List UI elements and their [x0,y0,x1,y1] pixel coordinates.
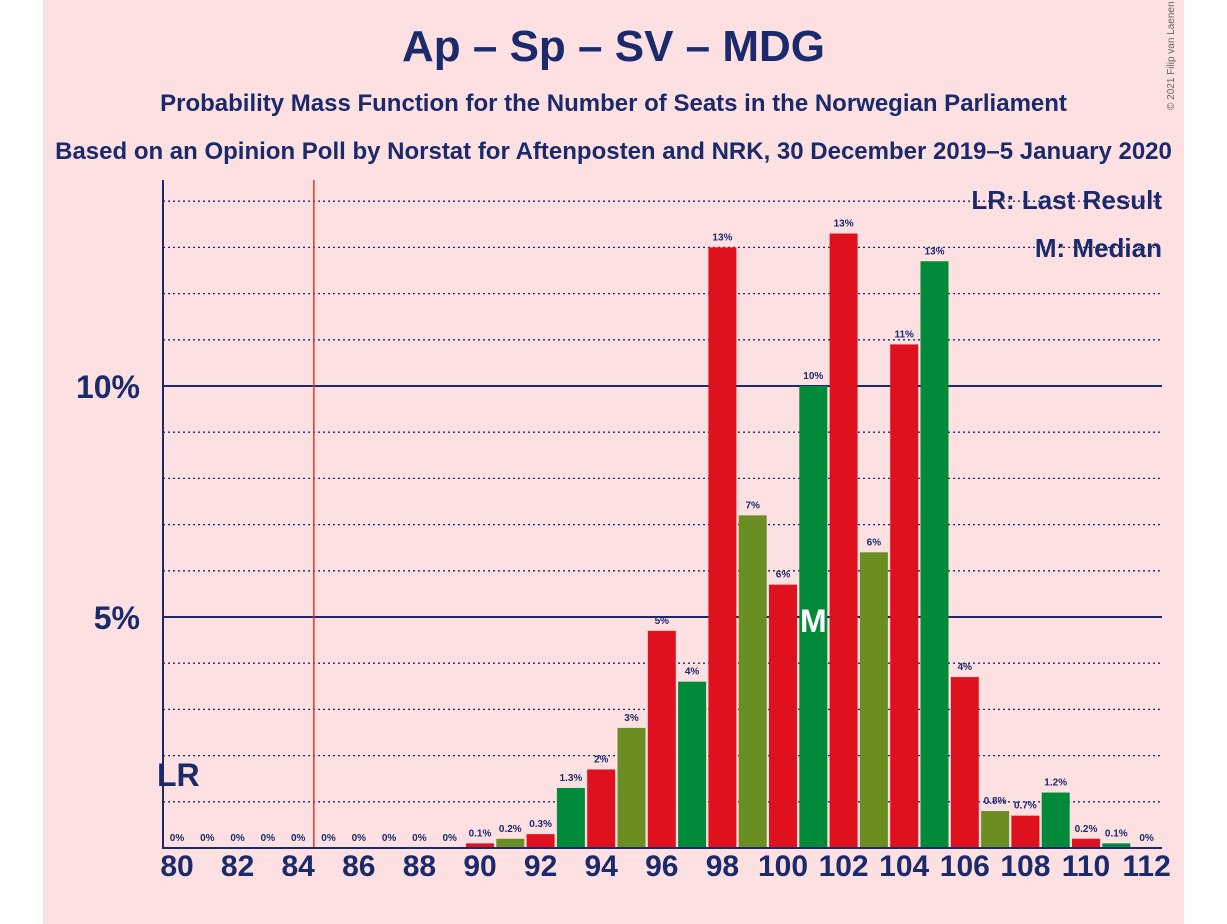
data-label-98: 13% [712,232,732,243]
bar-100 [769,584,797,848]
x-tick-label: 106 [940,850,990,883]
bar-108 [1011,815,1040,848]
median-marker: M [800,603,827,639]
x-tick-label: 80 [160,850,193,883]
data-label-83: 0% [261,833,276,844]
bar-92 [526,834,555,848]
bar-96 [647,630,676,848]
data-label-108: 0.7% [1014,801,1037,812]
x-tick-label: 90 [463,850,496,883]
data-label-82: 0% [230,833,245,844]
bar-90 [466,843,494,848]
bar-109 [1041,792,1070,848]
data-label-85: 0% [321,833,336,844]
x-tick-label: 104 [879,850,929,883]
data-label-81: 0% [200,833,215,844]
bar-103 [859,552,888,848]
chart-title: Ap – Sp – SV – MDG [402,22,825,71]
bar-106 [950,677,979,848]
bar-110 [1072,838,1100,848]
data-label-111: 0.1% [1105,828,1128,839]
x-tick-label: 110 [1062,850,1110,883]
data-label-99: 7% [745,500,760,511]
data-label-92: 0.3% [529,819,552,830]
x-tick-label: 82 [221,850,254,883]
chart-subtitle: Probability Mass Function for the Number… [160,90,1067,117]
x-tick-label: 84 [282,850,316,883]
bar-98 [708,247,737,848]
data-label-101: 10% [803,371,823,382]
y-tick-label: 10% [76,369,140,405]
legend-last-result: LR: Last Result [971,185,1162,215]
last-result-marker: LR [157,757,200,793]
data-label-112: 0% [1139,833,1154,844]
bar-94 [587,769,616,848]
y-tick-label: 5% [94,600,140,636]
data-label-93: 1.3% [560,773,583,784]
legend-median: M: Median [1034,233,1162,263]
data-label-88: 0% [412,833,427,844]
data-label-80: 0% [170,833,185,844]
data-label-109: 1.2% [1044,778,1067,789]
bar-111 [1102,843,1131,848]
x-tick-label: 112 [1122,850,1170,883]
data-label-90: 0.1% [469,828,492,839]
x-tick-label: 108 [1000,850,1050,883]
bar-102 [829,233,858,849]
data-label-103: 6% [867,537,882,548]
x-tick-label: 92 [524,850,557,883]
data-label-94: 2% [594,754,609,765]
data-label-106: 4% [958,662,973,673]
data-label-105: 13% [924,246,944,257]
x-tick-label: 88 [403,850,436,883]
bar-105 [920,261,949,848]
data-label-102: 13% [834,219,854,230]
data-label-91: 0.2% [499,824,522,835]
data-label-107: 0.8% [984,796,1007,807]
data-label-104: 11% [894,329,914,340]
bar-101 [799,386,828,848]
bar-107 [981,811,1010,848]
data-label-95: 3% [624,713,639,724]
data-label-96: 5% [655,616,670,627]
data-label-89: 0% [442,833,457,844]
x-tick-label: 96 [645,850,678,883]
data-label-84: 0% [291,833,306,844]
data-label-97: 4% [685,667,700,678]
x-tick-label: 100 [758,850,808,883]
x-tick-label: 86 [342,850,375,883]
bar-97 [678,681,707,848]
data-label-110: 0.2% [1075,824,1098,835]
data-label-100: 6% [776,570,791,581]
bar-99 [738,515,767,848]
chart-source-line: Based on an Opinion Poll by Norstat for … [55,138,1172,165]
data-label-86: 0% [352,833,367,844]
x-tick-label: 98 [706,850,739,883]
x-tick-label: 102 [819,850,869,883]
x-tick-label: 94 [585,850,619,883]
data-label-87: 0% [382,833,397,844]
bar-95 [617,727,646,848]
bar-93 [556,787,585,848]
bar-104 [890,344,919,848]
bar-91 [496,838,525,848]
